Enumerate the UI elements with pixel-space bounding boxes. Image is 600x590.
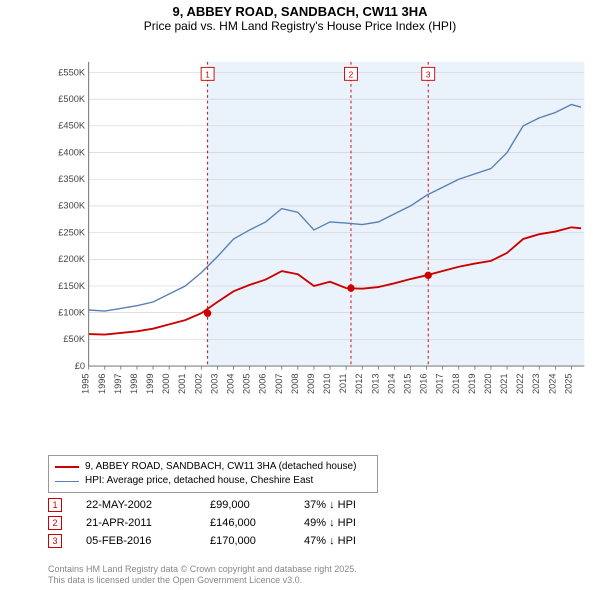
transaction-row: 2 21-APR-2011 £146,000 49% ↓ HPI <box>48 516 384 530</box>
price-chart: £0 £50K £100K £150K £200K £250K £300K £350K £400… <box>48 44 588 419</box>
transaction-row: 1 22-MAY-2002 £99,000 37% ↓ HPI <box>48 498 384 512</box>
svg-text:2004: 2004 <box>226 373 236 394</box>
svg-text:2003: 2003 <box>209 373 219 394</box>
title-line2: Price paid vs. HM Land Registry's House … <box>0 19 600 33</box>
transactions-table: 1 22-MAY-2002 £99,000 37% ↓ HPI 2 21-APR-2011… <box>48 498 384 552</box>
legend-row: HPI: Average price, detached house, Ches… <box>55 474 371 488</box>
svg-text:2019: 2019 <box>467 373 477 394</box>
svg-text:2006: 2006 <box>258 373 268 394</box>
svg-text:£50K: £50K <box>63 334 85 344</box>
svg-text:2021: 2021 <box>499 373 509 394</box>
svg-text:1999: 1999 <box>145 373 155 394</box>
transaction-date: 21-APR-2011 <box>86 517 186 529</box>
svg-text:2008: 2008 <box>290 373 300 394</box>
svg-text:2015: 2015 <box>403 373 413 394</box>
transaction-marker: 1 <box>48 498 62 512</box>
legend: 9, ABBEY ROAD, SANDBACH, CW11 3HA (detac… <box>48 455 378 493</box>
svg-text:£350K: £350K <box>58 174 86 184</box>
svg-text:£200K: £200K <box>58 254 86 264</box>
svg-text:1995: 1995 <box>81 373 91 394</box>
footer-line1: Contains HM Land Registry data © Crown c… <box>48 564 357 575</box>
transaction-price: £146,000 <box>210 517 280 529</box>
svg-text:£150K: £150K <box>58 281 86 291</box>
transaction-diff: 37% ↓ HPI <box>304 499 384 511</box>
svg-text:1998: 1998 <box>129 373 139 394</box>
svg-text:1996: 1996 <box>97 373 107 394</box>
svg-text:2002: 2002 <box>193 373 203 394</box>
transaction-price: £99,000 <box>210 499 280 511</box>
svg-text:£250K: £250K <box>58 227 86 237</box>
footer-line2: This data is licensed under the Open Gov… <box>48 575 357 586</box>
transaction-marker: 3 <box>48 534 62 548</box>
chart-title-block: 9, ABBEY ROAD, SANDBACH, CW11 3HA Price … <box>0 0 600 35</box>
legend-row: 9, ABBEY ROAD, SANDBACH, CW11 3HA (detac… <box>55 460 371 474</box>
svg-text:2022: 2022 <box>515 373 525 394</box>
svg-text:2013: 2013 <box>370 373 380 394</box>
svg-text:2000: 2000 <box>161 373 171 394</box>
svg-text:2023: 2023 <box>531 373 541 394</box>
svg-text:2001: 2001 <box>177 373 187 394</box>
transaction-marker: 2 <box>48 516 62 530</box>
transaction-row: 3 05-FEB-2016 £170,000 47% ↓ HPI <box>48 534 384 548</box>
transaction-date: 22-MAY-2002 <box>86 499 186 511</box>
footer: Contains HM Land Registry data © Crown c… <box>48 564 357 586</box>
transaction-date: 05-FEB-2016 <box>86 535 186 547</box>
svg-text:2007: 2007 <box>274 373 284 394</box>
legend-label: HPI: Average price, detached house, Ches… <box>85 474 313 488</box>
svg-text:2025: 2025 <box>563 373 573 394</box>
svg-text:£300K: £300K <box>58 201 86 211</box>
title-line1: 9, ABBEY ROAD, SANDBACH, CW11 3HA <box>0 4 600 19</box>
svg-text:£0: £0 <box>75 361 85 371</box>
svg-text:2018: 2018 <box>451 373 461 394</box>
svg-text:1997: 1997 <box>113 373 123 394</box>
legend-swatch <box>55 466 79 468</box>
svg-text:£400K: £400K <box>58 147 86 157</box>
transaction-diff: 49% ↓ HPI <box>304 517 384 529</box>
svg-text:2024: 2024 <box>547 373 557 394</box>
svg-text:2005: 2005 <box>242 373 252 394</box>
legend-swatch <box>55 481 79 482</box>
svg-text:£500K: £500K <box>58 94 86 104</box>
svg-text:3: 3 <box>426 70 431 80</box>
svg-text:1: 1 <box>205 70 210 80</box>
transaction-price: £170,000 <box>210 535 280 547</box>
svg-text:2011: 2011 <box>338 373 348 393</box>
svg-text:£550K: £550K <box>58 67 86 77</box>
transaction-diff: 47% ↓ HPI <box>304 535 384 547</box>
svg-text:2020: 2020 <box>483 373 493 394</box>
svg-text:£100K: £100K <box>58 307 86 317</box>
svg-text:2014: 2014 <box>386 373 396 394</box>
svg-text:2017: 2017 <box>435 373 445 394</box>
legend-label: 9, ABBEY ROAD, SANDBACH, CW11 3HA (detac… <box>85 460 356 474</box>
svg-text:2012: 2012 <box>354 373 364 394</box>
svg-text:2010: 2010 <box>322 373 332 394</box>
svg-text:2: 2 <box>349 70 354 80</box>
svg-text:£450K: £450K <box>58 121 86 131</box>
svg-text:2016: 2016 <box>419 373 429 394</box>
svg-text:2009: 2009 <box>306 373 316 394</box>
